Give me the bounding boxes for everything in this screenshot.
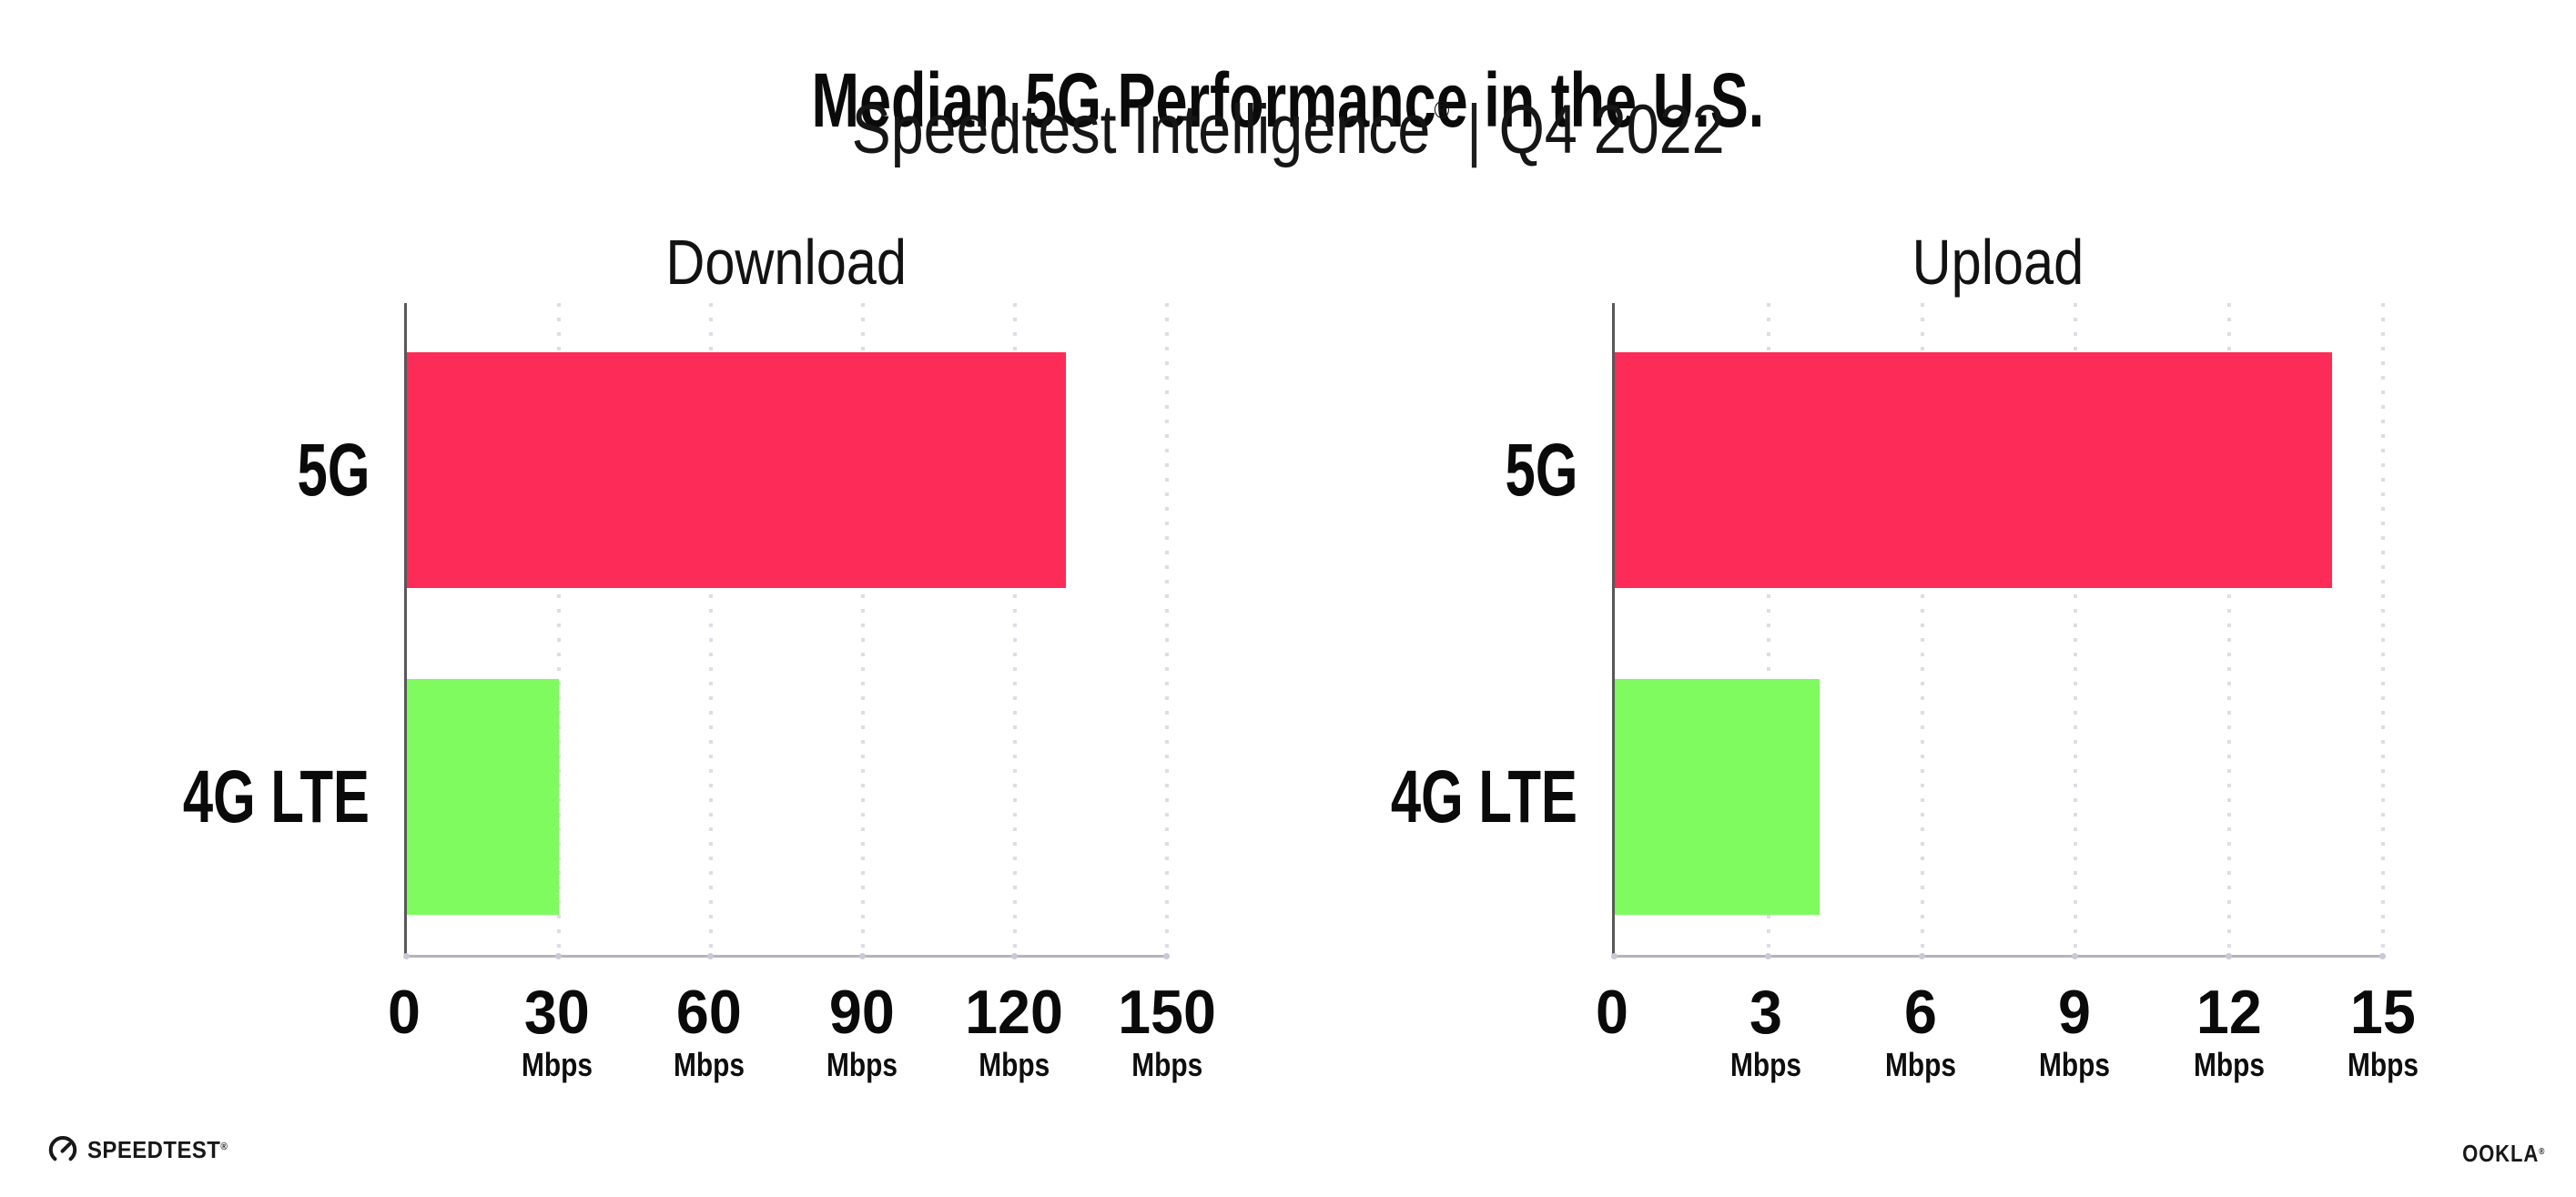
x-tick-value: 90 <box>828 978 895 1047</box>
x-tick-value: 0 <box>1596 978 1628 1047</box>
subtitle-separator: | <box>1466 91 1482 168</box>
x-tick-value: 60 <box>676 978 743 1047</box>
subtitle-brand: Speedtest Intelligence <box>851 91 1431 168</box>
gridline-30 <box>557 303 561 955</box>
x-tick-150: 150 Mbps <box>1115 979 1218 1085</box>
bar-5g <box>1615 352 2332 588</box>
x-tick-value: 9 <box>2058 978 2092 1047</box>
x-tick-value: 30 <box>523 978 590 1047</box>
x-tick-90: 90 Mbps <box>819 979 905 1085</box>
category-label-5g: 5G <box>297 428 370 512</box>
category-label-5g: 5G <box>1505 428 1577 512</box>
chart-title-download: Download <box>665 227 908 298</box>
x-tick-unit: Mbps <box>674 1046 745 1083</box>
x-tick-0: 0 <box>387 979 421 1045</box>
x-tick-value: 6 <box>1903 978 1937 1047</box>
speedtest-wordmark: SPEEDTEST® <box>87 1135 228 1163</box>
tick-mark-15 <box>2379 953 2386 959</box>
speedtest-logo: SPEEDTEST® <box>47 1134 240 1165</box>
x-tick-3: 3 Mbps <box>1723 979 1809 1085</box>
x-tick-value: 150 <box>1118 978 1216 1047</box>
ookla-wordmark: OOKLA® <box>2461 1140 2545 1167</box>
x-tick-unit: Mbps <box>1884 1046 1956 1083</box>
tick-mark-0 <box>403 953 410 959</box>
x-tick-value: 12 <box>2196 978 2262 1047</box>
gridline-60 <box>709 303 713 955</box>
gridline-90 <box>861 303 865 955</box>
x-tick-9: 9 Mbps <box>2032 979 2117 1085</box>
tick-mark-120 <box>1011 953 1018 959</box>
subtitle-period: Q4 2022 <box>1498 91 1725 168</box>
x-tick-unit: Mbps <box>826 1046 898 1083</box>
x-tick-value: 15 <box>2350 978 2416 1047</box>
page-title: Median 5G Performance in the U.S. <box>0 58 2576 142</box>
page-subtitle: Speedtest Intelligence ® | Q4 2022 <box>0 91 2576 184</box>
x-tick-15: 15 Mbps <box>2340 979 2426 1085</box>
tick-mark-30 <box>555 953 562 959</box>
category-label-4g-lte: 4G LTE <box>1390 755 1577 838</box>
x-tick-unit: Mbps <box>979 1046 1050 1083</box>
tick-mark-6 <box>1918 953 1925 959</box>
x-tick-12: 12 Mbps <box>2186 979 2272 1085</box>
x-tick-unit: Mbps <box>2039 1046 2111 1083</box>
tick-mark-9 <box>2072 953 2079 959</box>
registered-mark: ® <box>1434 96 1450 124</box>
gridline-120 <box>1013 303 1017 955</box>
plot-area-download <box>403 303 1170 959</box>
tick-mark-0 <box>1611 953 1618 959</box>
x-tick-unit: Mbps <box>2347 1046 2419 1083</box>
gridline-3 <box>1766 303 1770 955</box>
x-tick-60: 60 Mbps <box>666 979 752 1085</box>
plot-area-upload <box>1611 303 2386 959</box>
x-tick-value: 3 <box>1749 978 1783 1047</box>
chart-title-upload: Upload <box>1912 227 2084 298</box>
gridline-12 <box>2227 303 2232 955</box>
ookla-registered-mark: ® <box>2538 1147 2545 1157</box>
gridline-6 <box>1920 303 1924 955</box>
speedtest-registered-mark: ® <box>220 1141 228 1152</box>
x-tick-120: 120 Mbps <box>963 979 1066 1085</box>
x-axis-download: 0 30 Mbps 60 Mbps 90 Mbps 120 Mbps 150 Mbps <box>388 979 1216 1125</box>
speedtest-gauge-icon <box>47 1134 78 1165</box>
gridline-9 <box>2074 303 2078 955</box>
x-tick-value: 120 <box>965 978 1064 1047</box>
x-tick-6: 6 Mbps <box>1878 979 1963 1085</box>
x-tick-value: 0 <box>388 978 421 1047</box>
tick-mark-90 <box>859 953 866 959</box>
x-tick-0: 0 <box>1595 979 1629 1045</box>
bar-4g-lte <box>407 679 559 915</box>
x-tick-unit: Mbps <box>521 1046 593 1083</box>
category-labels-download: 5G 4G LTE <box>0 303 370 958</box>
bar-4g-lte <box>1615 679 1820 915</box>
tick-mark-3 <box>1764 953 1771 959</box>
gridline-15 <box>2381 303 2385 955</box>
page-title-text: Median 5G Performance in the U.S. <box>811 57 1765 144</box>
x-tick-unit: Mbps <box>2193 1046 2265 1083</box>
x-axis-upload: 0 3 Mbps 6 Mbps 9 Mbps 12 Mbps 15 Mbps <box>1596 979 2419 1125</box>
ookla-logo: OOKLA® <box>2448 1140 2545 1168</box>
category-labels-upload: 5G 4G LTE <box>0 303 1577 958</box>
tick-mark-150 <box>1163 953 1170 959</box>
x-tick-30: 30 Mbps <box>514 979 600 1085</box>
tick-mark-12 <box>2226 953 2233 959</box>
x-tick-unit: Mbps <box>1730 1046 1802 1083</box>
gridline-150 <box>1165 303 1169 955</box>
x-tick-unit: Mbps <box>1131 1046 1203 1083</box>
bar-5g <box>407 352 1066 588</box>
tick-mark-60 <box>707 953 714 959</box>
category-label-4g-lte: 4G LTE <box>182 755 370 838</box>
